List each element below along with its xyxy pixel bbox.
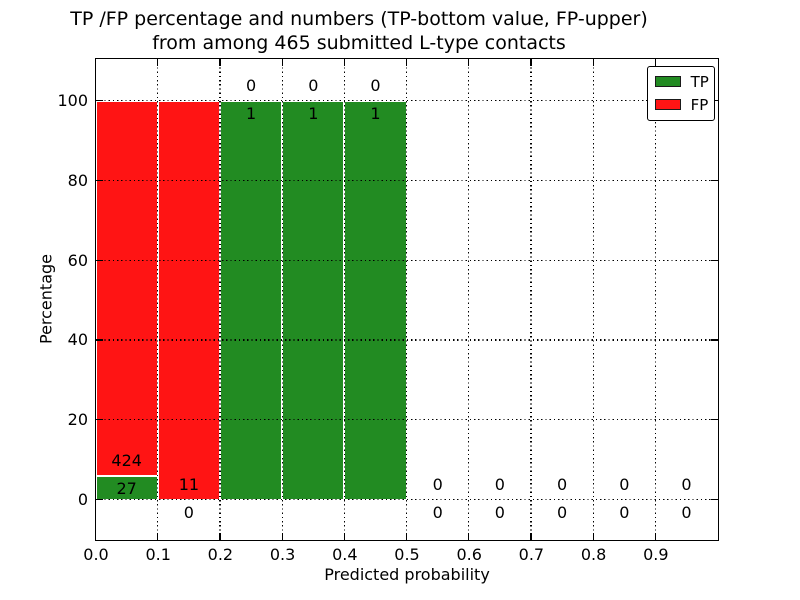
x-tick-mark [405,532,408,540]
y-tick-label: 100 [57,91,88,110]
annotation-fp-9: 0 [681,474,692,494]
legend-item-fp: FP [648,94,714,117]
y-tick-mark [710,179,718,182]
gridline-vertical [219,58,221,540]
x-axis-label: Predicted probability [324,565,490,584]
chart-title-line1: TP /FP percentage and numbers (TP-bottom… [70,8,648,30]
x-tick-mark [219,532,221,540]
x-tick-mark [281,58,283,66]
legend-item-tp: TP [648,71,714,94]
x-tick-mark [592,532,594,540]
gridline-vertical [530,58,532,540]
bar-fp-1 [157,100,220,500]
y-tick-mark [95,259,103,261]
annotation-fp-8: 0 [619,474,630,494]
annotation-tp-9: 0 [681,502,692,522]
x-tick-mark [281,532,283,540]
x-tick-mark [530,58,532,66]
legend-label-fp: FP [690,95,709,114]
annotation-fp-7: 0 [556,474,568,494]
gridline-vertical [654,58,656,540]
x-tick-mark [343,532,346,540]
chart-title-line2: from among 465 submitted L-type contacts [152,32,566,54]
x-tick-label: 0.4 [332,545,358,564]
x-tick-mark [405,58,408,66]
x-tick-label: 0.8 [580,545,607,564]
annotation-tp-1: 0 [183,502,194,522]
bar-tp-3 [282,100,345,500]
annotation-fp-2: 0 [245,75,257,95]
annotation-fp-6: 0 [494,474,505,494]
annotation-tp-8: 0 [619,502,630,522]
x-tick-label: 0.6 [456,545,482,564]
gridline-vertical [157,58,159,540]
annotation-fp-4: 0 [370,75,381,95]
annotation-fp-1: 11 [178,474,200,494]
gridline-vertical [343,58,345,540]
y-tick-label: 0 [77,490,88,509]
gridline-vertical [468,58,470,540]
y-tick-label: 60 [67,250,88,270]
y-tick-mark [95,339,103,341]
x-tick-mark [157,58,159,66]
y-tick-mark [710,419,718,421]
x-tick-mark [157,532,159,540]
annotation-tp-6: 0 [494,502,505,522]
bar-tp-4 [344,100,407,500]
y-tick-mark [95,419,103,421]
x-tick-label: 0.1 [145,545,171,564]
gridline-vertical [592,58,594,540]
annotation-tp-4: 1 [370,103,381,123]
plot-area: TP FP 424 27 11 0 0 1 0 1 0 1 0 0 0 0 0 0 0 0 0 0 [94,57,719,541]
legend-label-tp: TP [690,72,709,91]
x-tick-mark [343,58,346,66]
annotation-tp-3: 1 [308,103,319,123]
y-tick-label: 80 [67,170,88,190]
annotation-fp-5: 0 [432,474,443,494]
gridline-vertical [405,58,408,540]
y-tick-mark [710,259,718,261]
x-tick-mark [468,58,470,66]
y-tick-mark [95,498,103,501]
legend-swatch-tp [654,76,681,88]
y-tick-mark [710,498,718,501]
legend-swatch-fp [654,99,681,111]
gridline-vertical [281,58,283,540]
annotation-tp-5: 0 [432,502,443,522]
bar-tp-2 [219,100,283,500]
x-tick-mark [654,58,657,66]
annotation-tp-7: 0 [556,502,568,522]
x-tick-label: 0.7 [518,545,545,564]
annotation-fp-0: 424 [111,450,142,470]
x-tick-mark [530,532,532,540]
x-tick-mark [592,58,594,66]
y-tick-mark [710,339,718,341]
annotation-tp-0: 27 [116,478,137,498]
x-tick-label: 0.5 [394,545,420,564]
x-tick-mark [468,532,470,540]
x-tick-label: 0.2 [207,545,234,564]
x-tick-label: 0.9 [643,545,669,564]
bar-fp-0 [95,100,158,476]
y-tick-mark [95,99,103,102]
annotation-fp-3: 0 [308,75,319,95]
y-tick-mark [95,179,103,182]
chart-title: TP /FP percentage and numbers (TP-bottom… [70,7,648,55]
y-tick-label: 40 [67,330,88,350]
x-tick-mark [654,532,657,540]
y-tick-label: 20 [67,410,88,430]
annotation-tp-2: 1 [245,103,257,123]
legend: TP FP [646,65,715,121]
x-tick-label: 0.3 [269,545,296,564]
x-tick-label: 0.0 [83,545,109,564]
x-tick-mark [219,58,221,66]
